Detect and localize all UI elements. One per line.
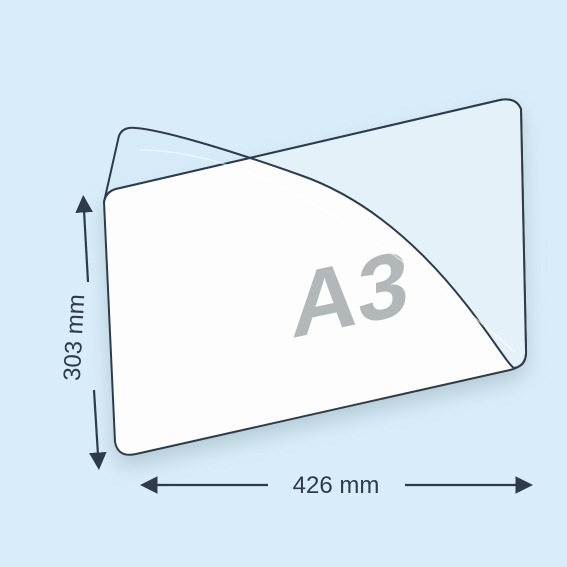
width-label: 426 mm (293, 472, 380, 499)
height-label: 303 mm (59, 294, 91, 382)
diagram: A3 426 mm 303 mm (0, 0, 567, 567)
